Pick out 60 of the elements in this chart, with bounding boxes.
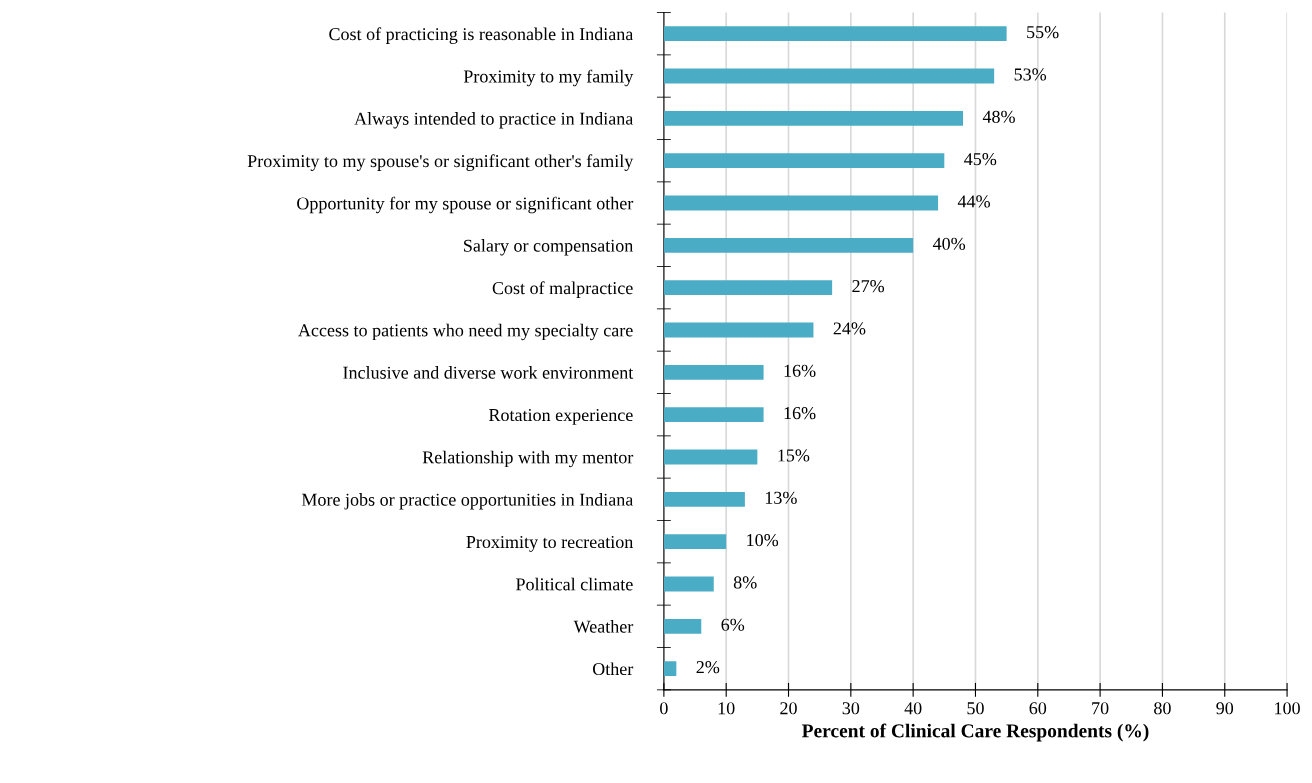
data-label: 55%	[1027, 26, 1059, 39]
y-tick-label: Opportunity for my spouse or significant other	[297, 196, 634, 214]
x-tick-label: 70	[1092, 702, 1109, 715]
y-tick-label: Rotation experience	[488, 408, 633, 425]
data-label: 10%	[747, 534, 779, 547]
bar	[663, 153, 945, 169]
y-tick-label: Other	[592, 662, 634, 676]
bar	[663, 449, 758, 465]
y-tick-label: Salary or compensation	[464, 239, 634, 256]
data-label: 8%	[733, 576, 757, 589]
data-label: 45%	[964, 153, 997, 166]
x-tick-label: 80	[1154, 702, 1171, 715]
data-label: 2%	[696, 660, 720, 674]
bar	[663, 407, 764, 423]
data-label: 44%	[957, 195, 990, 208]
data-label: 13%	[765, 491, 797, 504]
bar	[663, 364, 764, 380]
x-tick-label: 60	[1029, 702, 1047, 715]
y-tick-label: Relationship with my mentor	[422, 450, 634, 468]
x-tick-label: 0	[660, 702, 668, 715]
data-label: 15%	[778, 449, 810, 462]
x-tick-label: 100	[1275, 702, 1300, 715]
bar	[663, 110, 964, 126]
x-tick-label: 40	[904, 702, 922, 715]
y-tick-label: Inclusive and diverse work environment	[343, 366, 634, 379]
data-label: 24%	[833, 322, 866, 335]
x-tick-label: 10	[718, 702, 735, 715]
y-tick-label: Proximity to my family	[463, 69, 634, 87]
y-tick-label: Proximity to recreation	[466, 535, 634, 552]
data-label: 16%	[784, 364, 816, 377]
y-tick-label: Always intended to practice in Indiana	[354, 112, 634, 129]
bar	[663, 534, 727, 550]
bar	[663, 280, 833, 296]
y-tick-label: Weather	[573, 620, 634, 633]
bar	[663, 661, 677, 677]
bar	[663, 195, 939, 211]
x-tick-label: 50	[967, 702, 984, 715]
bar	[663, 618, 702, 634]
bar	[663, 237, 914, 253]
y-tick-label: Cost of malpractice	[492, 281, 633, 298]
data-label: 16%	[784, 407, 816, 420]
x-tick-label: 30	[842, 702, 860, 715]
bar	[663, 491, 745, 507]
bar	[663, 322, 814, 338]
x-axis-title: Percent of Clinical Care Respondents (%)	[801, 723, 1149, 742]
y-tick-label: Political climate	[516, 577, 633, 591]
y-tick-label: Proximity to my spouse's or significant other's family	[247, 154, 634, 171]
y-tick-label: Access to patients who need my specialty care	[298, 323, 633, 341]
y-tick-label: Cost of practicing is reasonable in Indiana	[329, 27, 634, 44]
data-label: 6%	[721, 618, 745, 631]
data-label: 48%	[982, 110, 1015, 123]
x-tick-label: 90	[1216, 702, 1234, 715]
bar	[663, 576, 714, 592]
bar	[663, 68, 995, 84]
data-label: 53%	[1014, 68, 1047, 81]
y-tick-label: More jobs or practice opportunities in Indiana	[301, 493, 634, 510]
data-label: 40%	[932, 237, 966, 250]
data-label: 27%	[852, 280, 885, 293]
bar	[663, 26, 1007, 42]
x-tick-label: 20	[780, 702, 797, 715]
